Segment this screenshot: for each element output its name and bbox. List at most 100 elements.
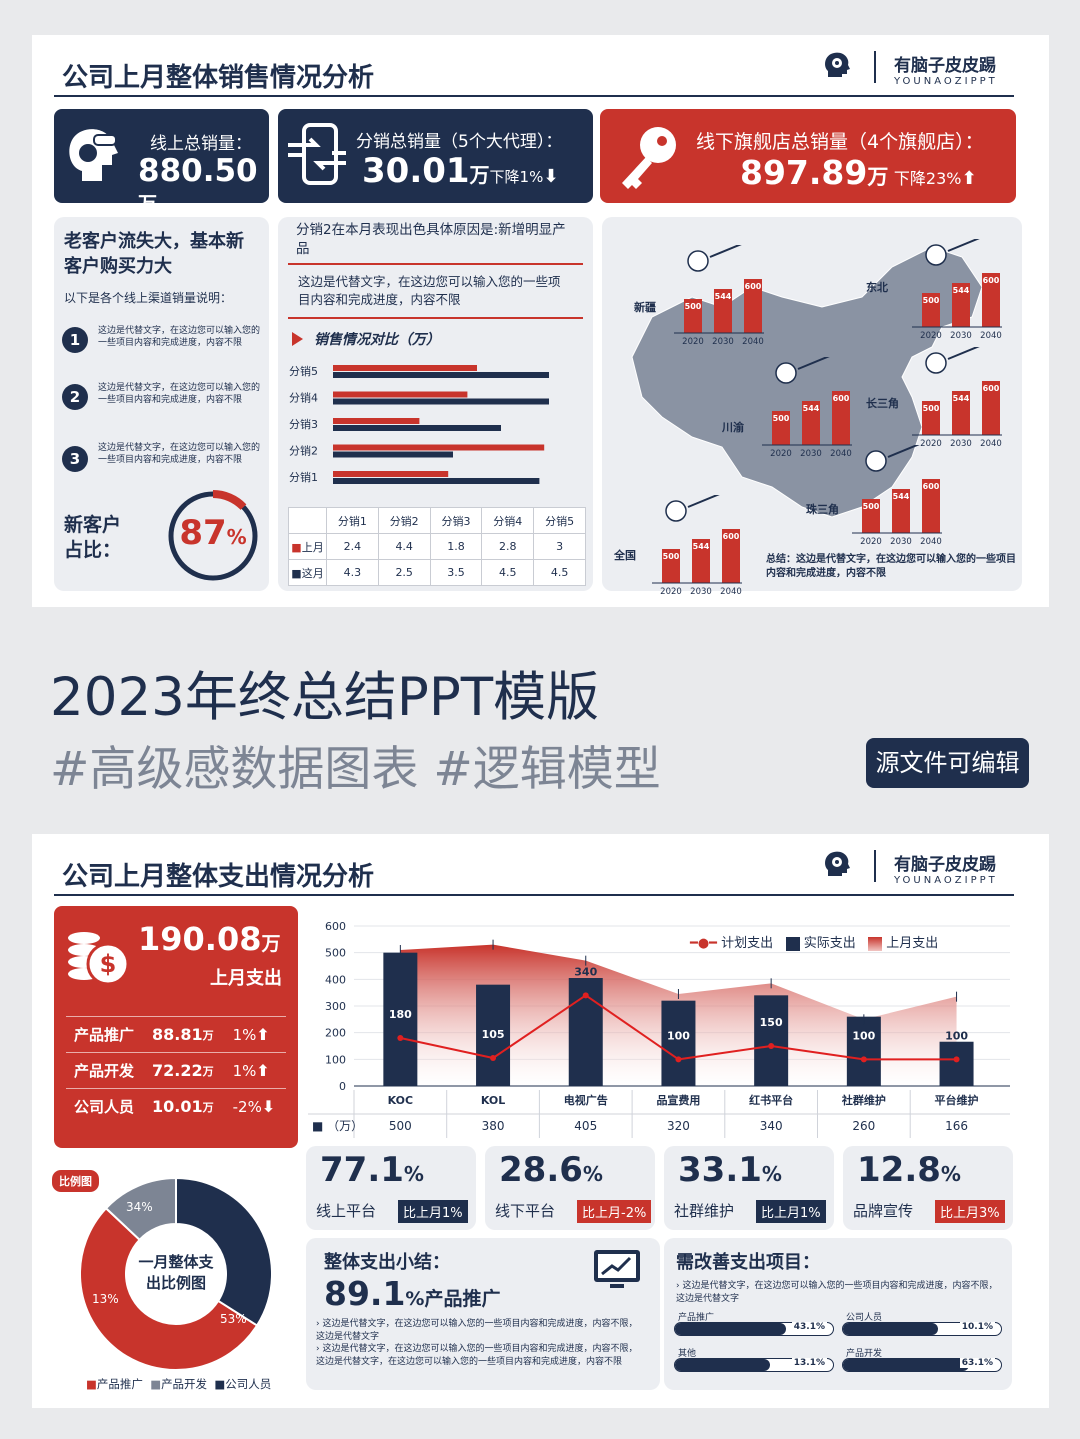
table-cell: 1.8 (429, 533, 483, 560)
trend-chart-icon (592, 1248, 642, 1294)
summary-line: 这边是代替文字，在这边您可以输入您的一些项目内容和完成进度，内容不限，这边是代替… (316, 1344, 638, 1367)
comparison-panel: 分销2在本月表现出色具体原因是:新增明显产品 这边是代替文字，在这边您可以输入您… (278, 217, 593, 591)
brand-name: 有脑子皮皮踢 (894, 855, 996, 875)
table-row: ■这月 4.3 2.5 3.5 4.5 4.5 (288, 559, 586, 586)
mini-bar-value: 544 (953, 286, 970, 295)
trend-arrow-icon (687, 495, 720, 508)
x-tick-label: 社群维护 (841, 1093, 886, 1107)
gear-icon (925, 352, 947, 374)
table-header: 分销2 (377, 507, 431, 534)
expense-row-value: 88.81 (152, 1025, 203, 1044)
progress-fill (843, 1323, 938, 1335)
kpi-offline-value: 897.89万 下降23%⬆ (740, 153, 977, 192)
mini-bar-year: 2030 (712, 337, 734, 345)
mini-bar-year: 2020 (860, 537, 882, 545)
kpi-online-number: 880.50 (138, 153, 258, 189)
stat-name: 线上平台 (316, 1202, 377, 1220)
mid-text: 这边是代替文字，在这边您可以输入您的一些项目内容和完成进度，内容不限 (298, 274, 561, 307)
expense-row: 产品开发 72.22 万 1% ⬆ (66, 1052, 286, 1088)
total-unit: 万 (261, 933, 281, 955)
plan-value-label: 150 (760, 1016, 783, 1029)
legend-actual: 实际支出 (803, 936, 856, 951)
customer-headline: 老客户流失大，基本新客户购买力大 (64, 231, 244, 277)
progress-label: 产品开发 (846, 1349, 883, 1359)
comparison-bar-chart: 分销5 分销4 分销3 分销2 分销1 (289, 364, 549, 484)
kpi-distribution-number: 30.01 (362, 151, 470, 191)
stat-pct: % (403, 1162, 424, 1186)
map-region-chart: 500 2020 544 2030 600 2040 长三角 (866, 347, 1012, 447)
stat-pct: % (761, 1162, 782, 1186)
pct-number: 87 (179, 513, 227, 553)
actual-value-cell: 166 (945, 1119, 968, 1133)
ratio-tag: 比例图 (52, 1170, 99, 1192)
actual-value-cell: 320 (667, 1119, 690, 1133)
map-panel: 500 2020 544 2030 600 2040 新疆 500 2020 544 2030 600… (602, 217, 1022, 595)
actual-bar (661, 1000, 696, 1086)
map-region-chart: 500 2020 544 2030 600 2040 川渝 (722, 357, 862, 457)
kpi-offline-unit: 万 (867, 165, 889, 189)
map-summary: 总结：这边是代替文字，在这边您可以输入您的一些项目内容和完成进度，内容不限 (766, 554, 1016, 579)
actual-bar (476, 984, 511, 1086)
table-cell: 3 (533, 533, 586, 560)
number-badge: 2 (62, 384, 88, 410)
y-tick-label: 400 (325, 973, 346, 986)
expense-donut-chart (78, 1176, 273, 1371)
list-item-text: 这边是代替文字，在这边您可以输入您的一些项目内容和完成进度，内容不限 (98, 383, 261, 405)
mini-bar-chart: 500 2020 544 2030 600 2040 (674, 245, 764, 345)
brand-divider (874, 51, 876, 83)
mini-bar-value: 544 (893, 492, 910, 501)
mini-bar-value: 544 (953, 394, 970, 403)
gear-icon (865, 450, 887, 472)
table-cell: 2.8 (481, 533, 535, 560)
bar-category-label: 分销1 (289, 470, 318, 484)
bar-this-month (333, 372, 549, 378)
expense-row-unit: 万 (202, 1028, 214, 1042)
plan-point (490, 1055, 497, 1061)
brand-name: 有脑子皮皮踢 (894, 56, 996, 76)
mini-bar (922, 479, 940, 533)
stat-pct: % (940, 1162, 961, 1186)
mini-bar-year: 2020 (920, 331, 942, 339)
mini-bar-year: 2030 (950, 331, 972, 339)
legend-item: 产品开发 (161, 1377, 208, 1391)
table-row: ■上月 2.4 4.4 1.8 2.8 3 (288, 533, 586, 560)
x-tick-label: 品宣费用 (656, 1093, 700, 1107)
kpi-offline-trend: 下降23% (893, 169, 962, 188)
bar-category-label: 分销2 (289, 444, 318, 458)
comparison-title: 销售情况对比（万） (314, 332, 440, 348)
table-corner (288, 507, 327, 534)
summary-number: 89.1 (324, 1274, 406, 1313)
map-region-chart: 500 2020 544 2030 600 2040 珠三角 (806, 445, 952, 545)
map-region-label: 川渝 (722, 421, 744, 434)
total-number: 190.08 (138, 920, 262, 958)
mini-bar-value: 600 (983, 276, 1000, 285)
row-label: ■上月 (288, 533, 327, 560)
mini-bar-value: 600 (923, 482, 940, 491)
kpi-online-unit: 万 (138, 193, 158, 215)
mini-bar-year: 2040 (980, 331, 1002, 339)
mini-bar-value: 500 (773, 414, 790, 423)
mini-bar-year: 2040 (920, 537, 942, 545)
stat-tile: 77.1% 线上平台 比上月1% (306, 1146, 476, 1230)
brand-pinyin: YOUNAOZIPPT (894, 875, 998, 886)
kpi-offline-number: 897.89 (740, 153, 868, 192)
kpi-online-value: 880.50 万 (138, 153, 269, 216)
donut-hole (128, 1226, 224, 1322)
key-icon (618, 123, 682, 195)
plan-value-label: 340 (574, 965, 597, 978)
brain-gear-icon (822, 848, 852, 880)
mini-bar-year: 2030 (950, 439, 972, 447)
actual-value-cell: 405 (574, 1119, 597, 1133)
play-icon (292, 332, 303, 346)
mini-bar-value: 600 (745, 282, 762, 291)
mid-headline: 分销2在本月表现出色具体原因是:新增明显产品 (296, 222, 566, 257)
legend-item: 产品推广 (96, 1377, 143, 1391)
stat-badge: 比上月1% (756, 1200, 826, 1223)
expense-row-value: 72.22 (152, 1061, 203, 1080)
donut-label: 53% (220, 1312, 247, 1326)
mini-bar (714, 289, 732, 333)
bar-last-month (333, 418, 420, 424)
mini-bar-year: 2020 (770, 449, 792, 457)
stat-pct: % (582, 1162, 603, 1186)
banner-hashtags: #高级感数据图表 #逻辑模型 (50, 742, 661, 797)
